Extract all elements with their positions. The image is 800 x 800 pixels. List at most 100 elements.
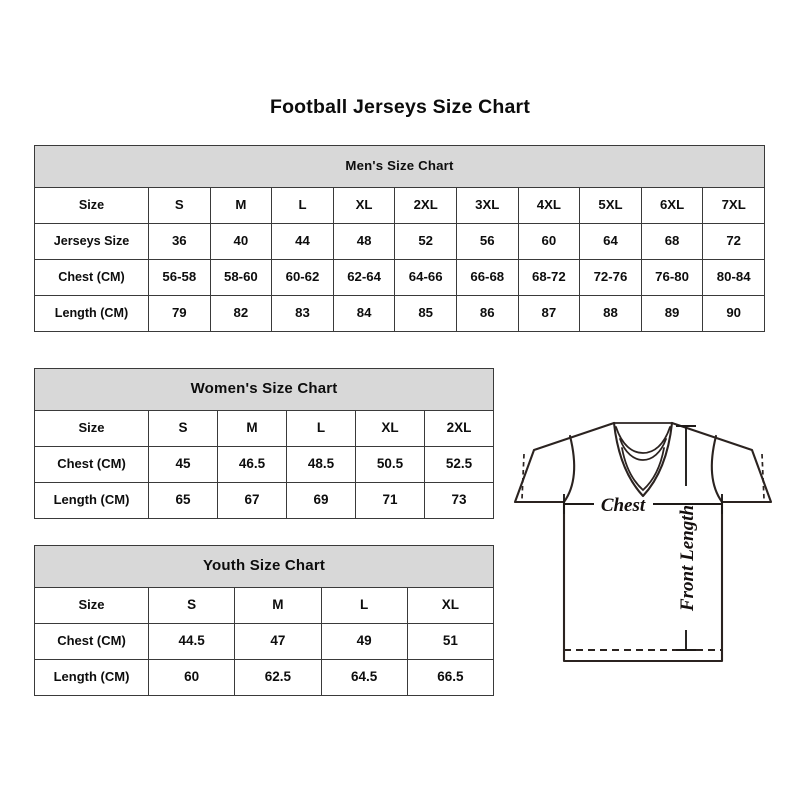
table-cell: 87 [517,295,581,332]
table-cell: 6XL [640,187,704,224]
collar-inner-curve-inner [619,438,667,461]
table-cell: 50.5 [355,446,425,483]
left-sleeve-seam [562,434,576,504]
table-cell: 7XL [702,187,765,224]
table-cell: 64.5 [320,659,408,696]
table-cell: S [148,410,218,447]
table-cell: 64-66 [394,259,457,296]
table-row: Chest (CM) 45 46.5 48.5 50.5 52.5 [34,446,495,483]
table-cell: 48 [332,223,396,260]
table-cell: 90 [702,295,765,332]
table-cell: 44 [271,223,334,260]
table-cell: 47 [234,623,322,660]
table-cell: XL [332,187,396,224]
youth-chart-band-title: Youth Size Chart [33,545,495,588]
table-cell: 44.5 [147,623,236,660]
table-cell: 86 [455,295,519,332]
table-band-row: Women's Size Chart [33,368,495,411]
table-row: Size S M L XL [34,587,495,624]
table-cell: L [271,187,334,224]
table-cell: 48.5 [286,446,356,483]
table-cell: 79 [148,295,211,332]
table-cell: 62-64 [332,259,396,296]
table-row: Length (CM) 65 67 69 71 73 [34,482,495,519]
table-cell: S [148,187,211,224]
table-cell: 89 [640,295,704,332]
table-cell: 69 [286,482,356,519]
table-cell: 84 [332,295,396,332]
table-row: Chest (CM) 44.5 47 49 51 [34,623,495,660]
table-cell: 82 [209,295,273,332]
table-cell: 64 [579,223,642,260]
table-cell: 36 [148,223,211,260]
table-cell: 2XL [423,410,495,447]
row-label-chest: Chest (CM) [34,259,149,296]
youth-size-chart-table: Youth Size Chart Size S M L XL Chest (CM… [33,545,495,696]
table-cell: M [217,410,287,447]
collar-inner-curve-outer [615,426,671,454]
table-cell: 51 [406,623,495,660]
row-label-length: Length (CM) [34,482,149,519]
chest-measure-label: Chest [601,495,646,516]
table-cell: 66.5 [406,659,495,696]
table-row: Jerseys Size 36 40 44 48 52 56 60 64 68 … [34,223,765,260]
table-band-row: Men's Size Chart [34,145,765,188]
table-cell: 56 [455,223,519,260]
row-label-jerseys-size: Jerseys Size [34,223,149,260]
table-cell: 46.5 [217,446,287,483]
table-cell: 60 [517,223,581,260]
table-cell: 80-84 [702,259,765,296]
table-cell: 72 [702,223,765,260]
table-cell: L [286,410,356,447]
row-label-length: Length (CM) [34,295,149,332]
table-cell: 60 [147,659,236,696]
v-neck-inner-line [621,447,665,492]
table-cell: 52.5 [423,446,495,483]
page-title: Football Jerseys Size Chart [269,96,531,118]
right-sleeve-seam [710,434,724,504]
front-length-measure-label: Front Length [677,505,698,612]
table-cell: XL [355,410,425,447]
table-cell: 5XL [579,187,642,224]
table-cell: 45 [148,446,218,483]
womens-size-chart-table: Women's Size Chart Size S M L XL 2XL Che… [33,368,495,519]
table-cell: 76-80 [640,259,704,296]
table-cell: 4XL [517,187,581,224]
table-cell: 71 [355,482,425,519]
table-cell: M [209,187,273,224]
mens-chart-band-title: Men's Size Chart [34,145,765,188]
table-cell: 58-60 [209,259,273,296]
womens-chart-band-title: Women's Size Chart [33,368,495,411]
table-cell: S [147,587,236,624]
row-label-chest: Chest (CM) [34,446,149,483]
table-cell: 68 [640,223,704,260]
table-row: Size S M L XL 2XL 3XL 4XL 5XL 6XL 7XL [34,187,765,224]
table-cell: 2XL [394,187,457,224]
table-cell: L [320,587,408,624]
table-cell: 85 [394,295,457,332]
table-cell: 83 [271,295,334,332]
table-cell: 68-72 [517,259,581,296]
table-cell: M [234,587,322,624]
row-label-chest: Chest (CM) [34,623,149,660]
table-row: Chest (CM) 56-58 58-60 60-62 62-64 64-66… [34,259,765,296]
table-cell: 65 [148,482,218,519]
row-label-size: Size [34,187,149,224]
table-cell: 3XL [455,187,519,224]
table-cell: 60-62 [271,259,334,296]
table-cell: 66-68 [455,259,519,296]
jersey-body-outline [513,421,773,663]
table-band-row: Youth Size Chart [33,545,495,588]
table-cell: 72-76 [579,259,642,296]
row-label-size: Size [34,587,149,624]
table-row: Size S M L XL 2XL [34,410,495,447]
row-label-size: Size [34,410,149,447]
table-cell: 52 [394,223,457,260]
table-cell: 56-58 [148,259,211,296]
jersey-measurement-diagram: Chest Front Length [498,398,788,688]
table-cell: 73 [423,482,495,519]
table-row: Length (CM) 79 82 83 84 85 86 87 88 89 9… [34,295,765,332]
table-cell: XL [406,587,495,624]
mens-size-chart-table: Men's Size Chart Size S M L XL 2XL 3XL 4… [34,145,765,332]
table-cell: 49 [320,623,408,660]
